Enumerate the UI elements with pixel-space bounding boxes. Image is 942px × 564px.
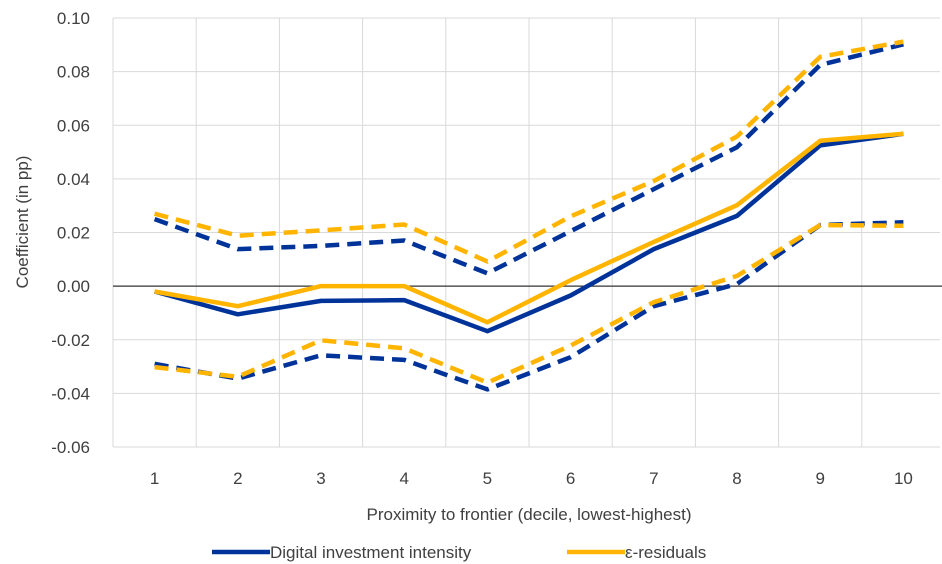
y-tick-label: 0.10 <box>57 9 90 28</box>
series-line-band-5 <box>154 222 904 385</box>
x-tick-label: 1 <box>150 469 159 488</box>
y-tick-label: -0.04 <box>51 384 90 403</box>
x-tick-label: 10 <box>894 469 913 488</box>
series-line-band-3 <box>154 220 904 392</box>
series-line-digital-investment-intensity <box>154 131 904 334</box>
x-tick-label: 5 <box>483 469 492 488</box>
y-tick-label: 0.08 <box>57 63 90 82</box>
legend: Digital investment intensity ε-residuals <box>212 543 706 562</box>
x-tick-label: 4 <box>399 469 408 488</box>
legend-label-e-residuals: ε-residuals <box>625 543 706 562</box>
y-tick-label: -0.06 <box>51 438 90 457</box>
grid <box>112 17 940 448</box>
legend-label-digital-investment: Digital investment intensity <box>270 543 472 562</box>
x-tick-label: 8 <box>732 469 741 488</box>
x-tick-label: 6 <box>566 469 575 488</box>
x-axis-title: Proximity to frontier (decile, lowest-hi… <box>366 505 691 524</box>
x-tick-label: 3 <box>316 469 325 488</box>
x-tick-labels: 1 2 3 4 5 6 7 8 9 10 <box>150 469 913 488</box>
y-tick-labels: -0.06 -0.04 -0.02 0.00 0.02 0.04 0.06 0.08 0.10 <box>51 9 90 457</box>
y-tick-label: 0.00 <box>57 277 90 296</box>
x-tick-label: 2 <box>233 469 242 488</box>
y-axis-title: Coefficient (in pp) <box>13 156 32 289</box>
y-tick-label: 0.02 <box>57 224 90 243</box>
series-line-band-2 <box>153 42 904 276</box>
x-tick-label: 7 <box>649 469 658 488</box>
series-layer <box>153 39 904 392</box>
y-tick-label: 0.06 <box>57 116 90 135</box>
y-tick-label: 0.04 <box>57 170 90 189</box>
x-tick-label: 9 <box>815 469 824 488</box>
y-tick-label: -0.02 <box>51 331 90 350</box>
series-line--residuals <box>154 131 904 325</box>
